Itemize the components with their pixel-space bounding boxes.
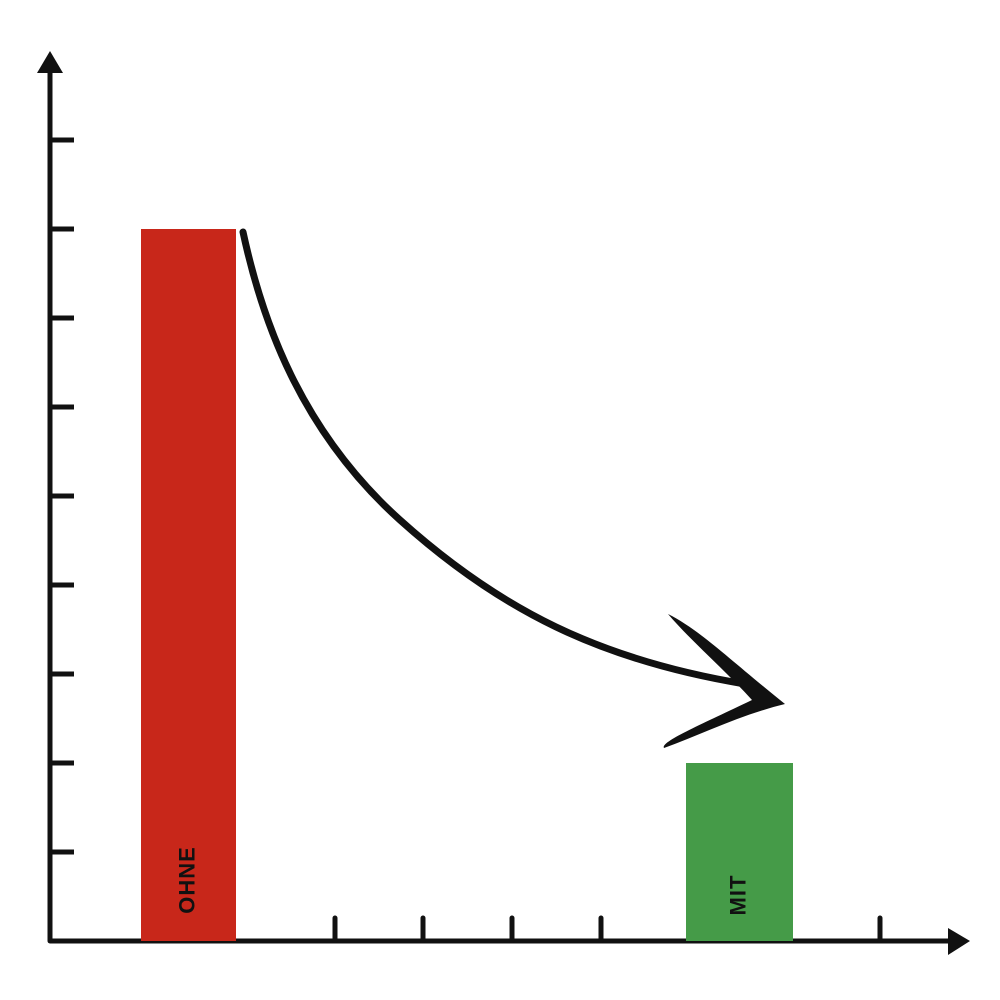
plot-area: OHNE MIT [37, 51, 793, 941]
trend-arrowhead [663, 614, 785, 748]
bar [141, 229, 236, 941]
trend-arrow [239, 228, 749, 688]
bar [686, 763, 793, 941]
y-axis-arrowhead [37, 51, 63, 73]
x-axis-arrowhead [948, 928, 970, 955]
bar-label: OHNE [174, 846, 199, 914]
bar-label: MIT [725, 875, 750, 916]
